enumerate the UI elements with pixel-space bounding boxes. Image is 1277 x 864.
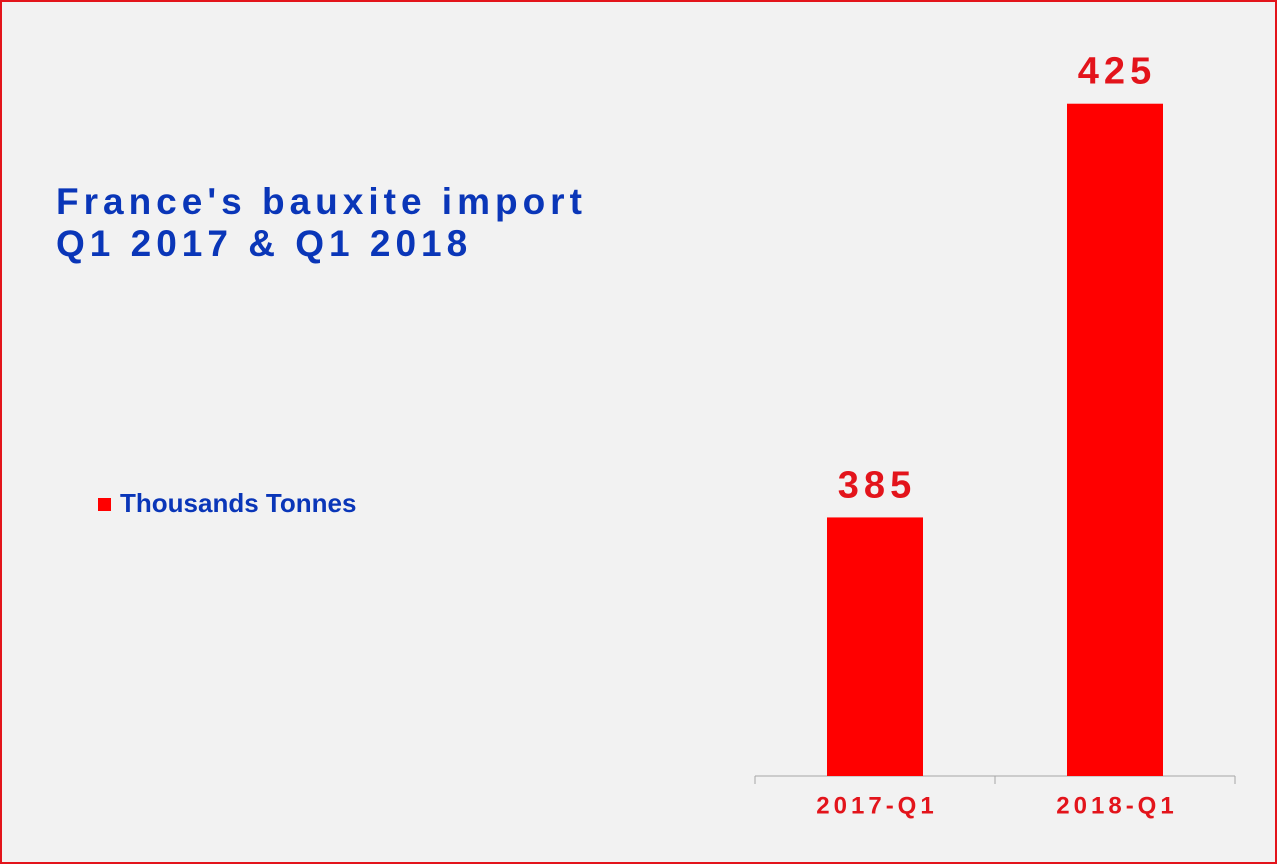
legend-swatch [98,498,111,511]
x-tick-label: 2017-Q1 [816,792,937,819]
legend-label: Thousands Tonnes [120,488,356,518]
value-label: 385 [838,464,916,506]
chart-title: France's bauxite import [56,181,587,222]
chart-title: Q1 2017 & Q1 2018 [56,223,472,264]
bar [1067,103,1163,776]
value-label: 425 [1078,51,1156,93]
x-tick-label: 2018-Q1 [1056,792,1177,819]
bar [827,517,923,776]
